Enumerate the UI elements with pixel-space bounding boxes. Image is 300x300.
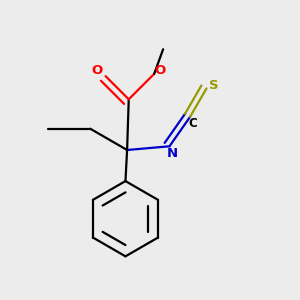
Text: S: S bbox=[209, 80, 218, 92]
Text: O: O bbox=[92, 64, 103, 77]
Text: N: N bbox=[167, 147, 178, 160]
Text: C: C bbox=[188, 117, 197, 130]
Text: O: O bbox=[154, 64, 166, 77]
